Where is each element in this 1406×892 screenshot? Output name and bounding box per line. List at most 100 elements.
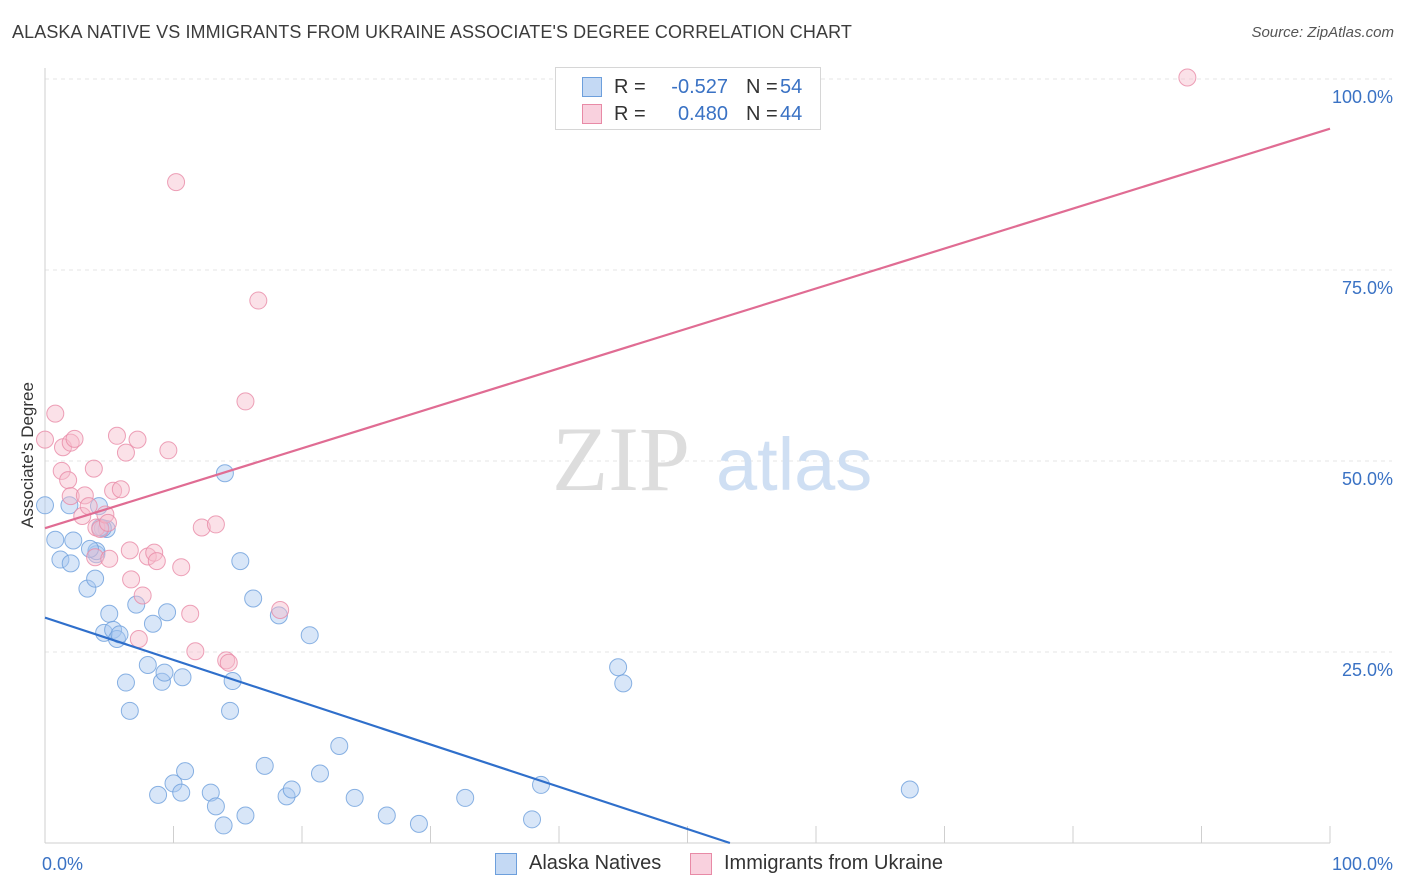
alaska-native-point bbox=[86, 569, 105, 588]
alaska-native-point bbox=[64, 531, 83, 550]
ukraine-immigrant-point bbox=[52, 461, 71, 480]
ukraine-immigrant-point bbox=[84, 459, 103, 478]
ukraine-immigrant-point bbox=[100, 549, 119, 568]
alaska-native-point bbox=[330, 736, 349, 755]
alaska-native-point bbox=[231, 552, 250, 571]
ukraine-immigrant-point bbox=[65, 429, 84, 448]
watermark-zip: ZIP bbox=[552, 408, 690, 510]
alaska-native-point bbox=[46, 530, 65, 549]
ukraine-immigrant-point bbox=[104, 481, 123, 500]
ukraine-immigrant-point bbox=[219, 653, 238, 672]
ukraine-immigrant-point bbox=[181, 604, 200, 623]
ukraine-immigrant-point bbox=[249, 291, 268, 310]
source-label: Source: ZipAtlas.com bbox=[1251, 24, 1394, 41]
alaska-native-point bbox=[300, 626, 319, 645]
axes bbox=[44, 68, 1331, 844]
ukraine-immigrant-point bbox=[159, 441, 178, 460]
ukraine-immigrant-trendline bbox=[44, 127, 1331, 530]
ukraine-immigrant-point bbox=[120, 541, 139, 560]
legend-item-alaska-natives: Alaska Natives bbox=[495, 852, 661, 875]
ukraine-immigrant-point bbox=[116, 443, 135, 462]
alaska-native-point bbox=[138, 655, 157, 674]
legend-swatch-blue bbox=[495, 852, 517, 875]
legend-row-alaska: R = -0.527 N = 54 bbox=[582, 75, 802, 99]
alaska-native-point bbox=[282, 780, 301, 799]
legend-n-label: N = bbox=[746, 102, 778, 125]
ukraine-immigrant-point bbox=[61, 487, 80, 506]
ukraine-immigrant-point bbox=[98, 513, 117, 532]
alaska-native-point bbox=[60, 496, 79, 515]
correlation-legend: R = -0.527 N = 54 R = 0.480 N = 44 bbox=[555, 67, 821, 130]
legend-swatch-pink bbox=[582, 104, 602, 124]
alaska-native-point bbox=[36, 496, 54, 515]
legend-row-ukraine: R = 0.480 N = 44 bbox=[582, 102, 802, 126]
ukraine-immigrant-point bbox=[172, 558, 191, 577]
alaska-native-point bbox=[120, 701, 139, 720]
data-points bbox=[36, 68, 1197, 835]
legend-swatch-pink bbox=[690, 852, 712, 875]
trend-lines bbox=[44, 127, 1331, 845]
legend-label: Immigrants from Ukraine bbox=[724, 852, 943, 874]
alaska-native-point bbox=[149, 785, 168, 804]
alaska-native-point bbox=[310, 764, 329, 783]
ukraine-immigrant-point bbox=[217, 651, 236, 670]
ukraine-immigrant-point bbox=[122, 570, 141, 589]
ukraine-immigrant-point bbox=[46, 404, 65, 423]
legend-swatch-blue bbox=[582, 77, 602, 97]
legend-r-value: 0.480 bbox=[677, 102, 728, 125]
legend-item-immigrants-ukraine: Immigrants from Ukraine bbox=[690, 852, 943, 875]
alaska-native-point bbox=[158, 603, 177, 622]
x-tick-label: 100.0% bbox=[1332, 854, 1393, 874]
ukraine-immigrant-point bbox=[129, 630, 148, 649]
legend-label: Alaska Natives bbox=[529, 852, 662, 874]
alaska-native-point bbox=[244, 589, 263, 608]
alaska-native-point bbox=[206, 797, 225, 816]
series-legend: Alaska Natives Immigrants from Ukraine bbox=[0, 852, 1406, 878]
legend-n-value: 54 bbox=[780, 75, 803, 98]
alaska-native-point bbox=[104, 620, 123, 639]
alaska-native-point bbox=[523, 810, 542, 829]
x-tick-label: 0.0% bbox=[42, 854, 83, 874]
ukraine-immigrant-point bbox=[271, 600, 290, 619]
alaska-native-point bbox=[255, 756, 274, 775]
alaska-native-point bbox=[236, 806, 255, 825]
y-axis-label: Associate's Degree bbox=[18, 382, 37, 528]
legend-r-value: -0.527 bbox=[671, 75, 728, 98]
y-tick-label: 75.0% bbox=[1342, 278, 1393, 298]
alaska-native-point bbox=[377, 806, 396, 825]
alaska-native-point bbox=[900, 780, 919, 799]
y-tick-label: 50.0% bbox=[1342, 469, 1393, 489]
legend-r-label: R = bbox=[614, 102, 646, 125]
watermark: ZIP atlas bbox=[552, 408, 872, 510]
alaska-native-point bbox=[155, 663, 174, 682]
alaska-native-point bbox=[614, 674, 633, 693]
alaska-native-point bbox=[127, 595, 146, 614]
ukraine-immigrant-point bbox=[59, 471, 78, 490]
alaska-native-point bbox=[176, 762, 195, 781]
alaska-native-point bbox=[172, 783, 191, 802]
alaska-native-point bbox=[221, 701, 240, 720]
y-tick-label: 100.0% bbox=[1332, 87, 1393, 107]
alaska-native-point bbox=[51, 550, 70, 569]
alaska-native-point bbox=[345, 788, 364, 807]
alaska-native-point bbox=[116, 673, 135, 692]
alaska-native-point bbox=[78, 579, 97, 598]
alaska-native-point bbox=[214, 816, 233, 835]
alaska-native-point bbox=[456, 788, 475, 807]
ukraine-immigrant-point bbox=[36, 430, 54, 449]
ukraine-immigrant-point bbox=[128, 430, 147, 449]
chart-title: ALASKA NATIVE VS IMMIGRANTS FROM UKRAINE… bbox=[12, 22, 852, 42]
ukraine-immigrant-point bbox=[107, 426, 126, 445]
legend-r-label: R = bbox=[614, 75, 646, 98]
alaska-native-point bbox=[164, 774, 183, 793]
ukraine-immigrant-point bbox=[133, 586, 152, 605]
alaska-native-point bbox=[80, 539, 99, 558]
alaska-native-point bbox=[100, 604, 119, 623]
ukraine-immigrant-point bbox=[206, 515, 225, 534]
alaska-native-point bbox=[532, 775, 551, 794]
alaska-native-trendline bbox=[44, 616, 731, 845]
alaska-native-point bbox=[609, 658, 628, 677]
ukraine-immigrant-point bbox=[167, 173, 186, 192]
legend-n-label: N = bbox=[746, 75, 778, 98]
